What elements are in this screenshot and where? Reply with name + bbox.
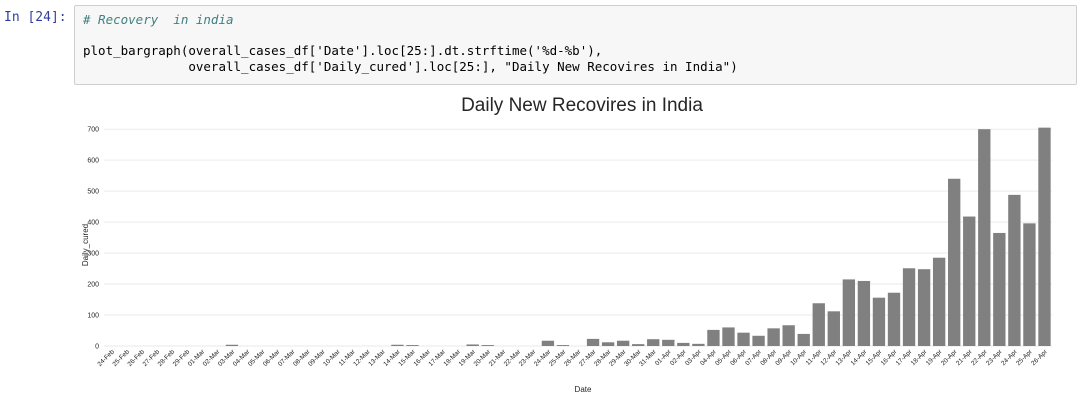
chart-title: Daily New Recovires in India (461, 95, 703, 116)
bar (1023, 223, 1036, 346)
code-cell-input[interactable]: # Recovery in india plot_bargraph(overal… (74, 5, 1077, 85)
bar (963, 216, 976, 346)
bar (1008, 194, 1021, 346)
code-line-1: # Recovery in india (83, 12, 234, 27)
y-tick-label: 500 (87, 189, 99, 196)
bar (978, 129, 991, 346)
bar (466, 344, 479, 346)
bar (662, 339, 675, 346)
code-line-3: plot_bargraph(overall_cases_df['Date'].l… (83, 43, 603, 58)
bar (406, 345, 419, 346)
bar (632, 344, 645, 346)
bar (827, 311, 840, 346)
x-ticks: 24-Feb25-Feb26-Feb27-Feb28-Feb29-Feb01-M… (96, 348, 1049, 368)
bar (556, 345, 570, 346)
bar (948, 178, 961, 346)
grid-lines (104, 128, 1052, 347)
bar (677, 342, 690, 346)
bar (647, 339, 660, 346)
y-axis-label: Daily_cured (81, 224, 90, 266)
bar (842, 279, 856, 346)
x-axis-label: Date (575, 385, 592, 394)
bar (812, 303, 825, 346)
bar (481, 345, 494, 346)
bar (887, 292, 901, 346)
bar-chart: Daily New Recovires in India Daily_cured… (81, 95, 1052, 394)
bar (722, 327, 735, 346)
code-editor[interactable]: # Recovery in india plot_bargraph(overal… (83, 12, 738, 74)
y-tick-label: 100 (87, 313, 99, 320)
y-ticks: 0 100 200 300 400 500 600 700 (87, 127, 99, 351)
bar (902, 268, 916, 346)
code-line-4: overall_cases_df['Daily_cured'].loc[25:]… (83, 58, 738, 74)
bar (767, 328, 780, 346)
bar (692, 343, 705, 346)
bar (391, 344, 404, 346)
y-tick-label: 300 (87, 251, 99, 258)
x-tick-label: 26-Apr (1030, 348, 1049, 367)
bar (707, 329, 720, 346)
bar (932, 257, 946, 346)
bar (797, 333, 810, 346)
bar (917, 269, 931, 346)
bar (993, 232, 1006, 346)
bar (782, 325, 795, 346)
bar (225, 344, 239, 346)
bar (737, 332, 750, 346)
bar (1038, 127, 1051, 346)
bar (541, 340, 555, 346)
y-tick-label: 0 (95, 344, 99, 351)
bar (752, 335, 765, 346)
y-tick-label: 400 (87, 220, 99, 227)
bar (857, 280, 871, 346)
cell-prompt: In [24]: (4, 10, 67, 25)
y-tick-label: 700 (87, 127, 99, 134)
bars-group (225, 127, 1051, 346)
bar (586, 338, 600, 346)
bar (601, 342, 615, 346)
cell-output: Daily New Recovires in India Daily_cured… (74, 90, 1078, 400)
bar (616, 340, 630, 346)
bar (872, 297, 886, 346)
x-tick-label: 31-Mar (638, 348, 658, 368)
y-tick-label: 200 (87, 282, 99, 289)
y-tick-label: 600 (87, 158, 99, 165)
